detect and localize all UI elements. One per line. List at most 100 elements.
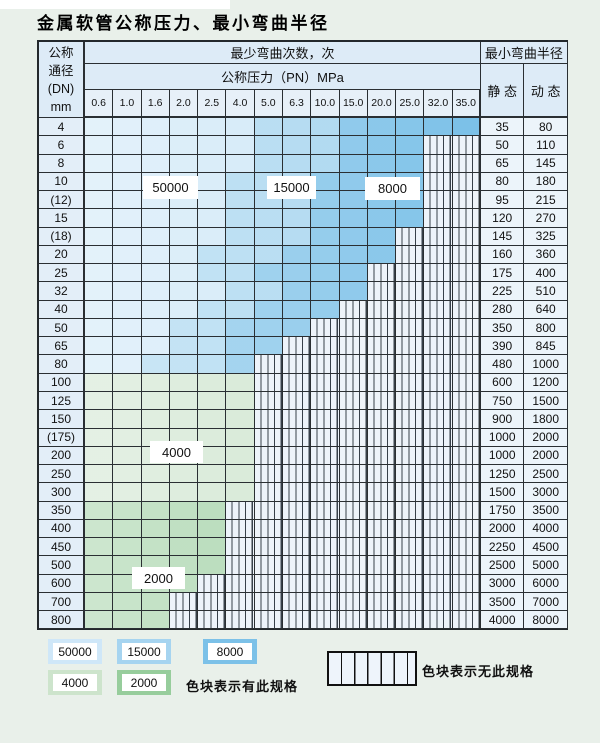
spec-cell-15000 — [198, 264, 227, 283]
no-spec-cell — [198, 574, 227, 593]
no-spec-cell — [424, 501, 453, 520]
spec-cell-50000 — [198, 209, 227, 228]
spec-cell-2000 — [141, 519, 170, 539]
no-spec-cell — [254, 501, 283, 520]
spec-cell-50000 — [113, 136, 142, 155]
spec-cell-50000 — [169, 136, 199, 155]
spec-cell-4000 — [113, 465, 142, 484]
spec-cell-50000 — [113, 337, 142, 356]
spec-cell-2000 — [169, 501, 199, 520]
no-spec-cell — [424, 191, 453, 210]
no-spec-cell — [424, 172, 453, 192]
dn-header-line: 公称 — [48, 45, 74, 60]
spec-cell-50000 — [113, 318, 142, 338]
no-spec-cell — [282, 391, 312, 411]
spec-table: 公称 通径 (DN) mm 最少弯曲次数，次 最小弯曲半径 公称压力（PN）MPa 静 态动 … — [37, 40, 568, 630]
no-spec-cell — [339, 446, 368, 466]
spec-cell-8000 — [339, 191, 368, 210]
no-spec-cell — [424, 318, 453, 338]
bend-cycles-header: 最少弯曲次数，次 — [85, 42, 481, 64]
no-spec-cell — [367, 483, 397, 502]
spec-cell-50000 — [141, 264, 170, 283]
spec-cell-8000 — [226, 355, 255, 374]
dynamic-value-cell: 4000 — [524, 519, 568, 539]
no-spec-cell — [282, 446, 312, 466]
no-spec-cell — [254, 556, 283, 575]
dynamic-value-cell: 2000 — [524, 446, 568, 466]
static-value-cell: 35 — [480, 118, 525, 137]
dn-cell: 250 — [39, 465, 85, 484]
spec-cell-50000 — [113, 282, 142, 301]
static-value-cell: 280 — [480, 300, 525, 319]
spec-cell-15000 — [141, 355, 170, 374]
spec-cell-8000 — [311, 245, 340, 265]
no-spec-cell — [226, 501, 255, 520]
no-spec-cell — [311, 465, 340, 484]
no-spec-swatch — [327, 651, 417, 686]
spec-cell-8000 — [226, 318, 255, 338]
no-spec-cell — [396, 355, 425, 374]
no-spec-cell — [311, 337, 340, 356]
dynamic-value-cell: 3500 — [524, 501, 568, 520]
static-value-cell: 3000 — [480, 574, 525, 593]
spec-cell-4000 — [85, 410, 114, 429]
no-spec-cell — [367, 337, 397, 356]
no-spec-cell — [339, 300, 368, 319]
dn-cell: 450 — [39, 538, 85, 557]
dn-cell: 32 — [39, 282, 85, 301]
spec-cell-8000 — [339, 245, 368, 265]
no-spec-cell — [367, 318, 397, 338]
no-spec-cell — [254, 538, 283, 557]
spec-cell-8000 — [339, 282, 368, 301]
spec-cell-50000 — [85, 245, 114, 265]
dn-cell: 200 — [39, 446, 85, 466]
spec-cell-2000 — [85, 611, 114, 630]
spec-cell-50000 — [198, 282, 227, 301]
no-spec-cell — [339, 318, 368, 338]
no-spec-cell — [367, 538, 397, 557]
static-value-cell: 95 — [480, 191, 525, 210]
dn-header-line: (DN) — [47, 81, 75, 96]
spec-cell-15000 — [311, 154, 340, 173]
dn-cell: 300 — [39, 483, 85, 502]
spec-cell-4000 — [226, 410, 255, 429]
spec-cell-4000 — [85, 391, 114, 411]
zone-label-4000: 4000 — [150, 441, 203, 463]
dynamic-value-cell: 1800 — [524, 410, 568, 429]
no-spec-cell — [396, 465, 425, 484]
spec-cell-50000 — [198, 154, 227, 173]
no-spec-cell — [424, 538, 453, 557]
spec-cell-2000 — [85, 574, 114, 593]
no-spec-cell — [367, 355, 397, 374]
no-spec-cell — [311, 428, 340, 447]
spec-cell-15000 — [169, 355, 199, 374]
no-spec-cell — [396, 446, 425, 466]
spec-cell-50000 — [198, 172, 227, 192]
no-spec-cell — [424, 337, 453, 356]
dynamic-value-cell: 325 — [524, 227, 568, 246]
spec-cell-4000 — [198, 483, 227, 502]
spec-cell-4000 — [198, 428, 227, 447]
no-spec-cell — [311, 410, 340, 429]
spec-cell-15000 — [169, 337, 199, 356]
no-spec-cell — [282, 592, 312, 612]
no-spec-cell — [226, 611, 255, 630]
no-spec-cell — [282, 501, 312, 520]
legend-swatch-label: 2000 — [122, 674, 166, 691]
spec-cell-50000 — [169, 264, 199, 283]
spec-cell-15000 — [226, 191, 255, 210]
no-spec-cell — [424, 428, 453, 447]
spec-cell-15000 — [198, 337, 227, 356]
no-spec-cell — [424, 282, 453, 301]
no-spec-cell — [339, 519, 368, 539]
no-spec-cell — [311, 611, 340, 630]
dn-cell: 15 — [39, 209, 85, 228]
dn-cell: 500 — [39, 556, 85, 575]
spec-cell-50000 — [113, 209, 142, 228]
legend-swatch-50000: 50000 — [48, 639, 102, 664]
spec-cell-8000 — [311, 172, 340, 192]
dn-cell: 80 — [39, 355, 85, 374]
no-spec-cell — [452, 282, 481, 301]
no-spec-cell — [282, 483, 312, 502]
no-spec-cell — [339, 337, 368, 356]
